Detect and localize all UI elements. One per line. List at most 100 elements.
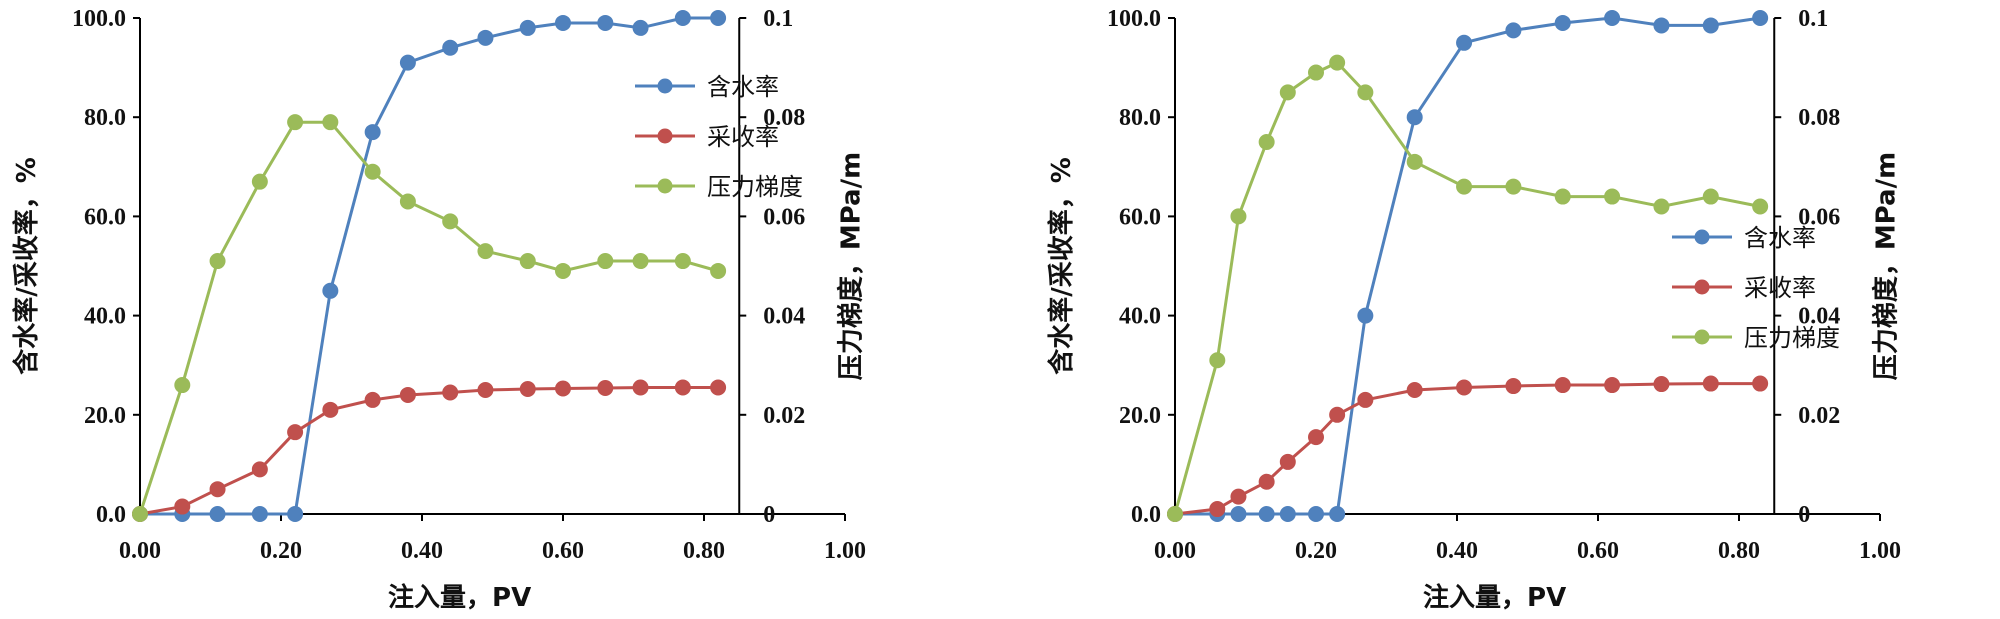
legend-marker: [657, 178, 673, 194]
data-point: [519, 19, 536, 36]
data-point: [555, 262, 571, 279]
data-point: [1230, 208, 1247, 225]
data-point: [1258, 134, 1275, 150]
data-point: [1279, 84, 1296, 101]
data-point: [477, 382, 494, 398]
data-point: [1357, 307, 1374, 324]
data-point: [322, 401, 339, 418]
series-line-2: [1174, 382, 1761, 516]
legend-label: 压力梯度: [1744, 324, 1840, 352]
y2-axis-label: 压力梯度，MPa/m: [1870, 152, 1901, 380]
data-point: [477, 29, 494, 46]
data-point: [287, 506, 304, 522]
data-point: [1604, 188, 1621, 205]
legend-label: 含水率: [707, 73, 779, 101]
data-point: [399, 193, 416, 210]
y-tick-label: 100.0: [1107, 6, 1161, 32]
legend-marker: [1694, 329, 1710, 345]
data-point: [322, 282, 339, 299]
y-tick-label: 40.0: [84, 304, 126, 330]
data-point: [1258, 506, 1275, 522]
y2-tick-label: 0: [1798, 502, 1810, 528]
series-line-1: [1175, 16, 1761, 516]
data-point: [1505, 22, 1522, 39]
y2-tick-label: 0.06: [763, 204, 805, 230]
data-point: [674, 10, 691, 26]
data-point: [1357, 391, 1374, 408]
data-point: [1329, 506, 1346, 522]
data-point: [287, 114, 304, 131]
data-point: [1604, 377, 1621, 394]
data-point: [1456, 379, 1473, 396]
data-point: [674, 253, 691, 270]
data-point: [632, 379, 649, 396]
data-point: [1279, 506, 1296, 522]
y2-tick-label: 0.1: [1798, 6, 1828, 32]
data-point: [399, 54, 416, 71]
x-tick-label: 0.80: [683, 538, 725, 564]
y2-tick-label: 0.1: [763, 6, 793, 32]
y2-tick-label: 0: [763, 502, 775, 528]
data-point: [597, 253, 614, 270]
data-point: [132, 506, 148, 522]
x-tick-label: 0.40: [401, 538, 443, 564]
data-point: [710, 262, 727, 279]
series-line-3: [138, 120, 719, 515]
y2-tick-label: 0.02: [763, 403, 805, 429]
data-point: [1554, 14, 1571, 31]
data-point: [1329, 406, 1346, 423]
data-point: [209, 506, 226, 522]
data-point: [1258, 473, 1275, 490]
data-point: [519, 381, 536, 398]
data-point: [1406, 382, 1423, 398]
data-point: [251, 461, 268, 478]
y2-tick-label: 0.04: [1798, 304, 1840, 330]
legend-marker: [657, 78, 673, 94]
series-line-1: [140, 16, 719, 516]
data-point: [209, 481, 226, 498]
data-point: [1653, 376, 1670, 393]
y-axis-label: 含水率/采收率，%: [11, 157, 42, 375]
series-line-2: [139, 386, 719, 516]
x-axis-label: 注入量，PV: [388, 582, 531, 613]
y-tick-label: 0.0: [96, 502, 126, 528]
data-point: [251, 506, 268, 522]
data-point: [1230, 506, 1247, 522]
data-point: [1406, 109, 1423, 126]
y-tick-label: 20.0: [84, 403, 126, 429]
chart-1: 0.00 0.20 0.40 0.60 0.80 1.000.020.040.060.08…: [11, 6, 866, 613]
legend-marker: [1694, 279, 1710, 295]
data-point: [1209, 352, 1226, 369]
x-tick-label: 0.80: [1718, 538, 1760, 564]
data-point: [597, 14, 614, 31]
data-point: [555, 380, 571, 397]
data-point: [209, 253, 226, 270]
legend-marker: [1694, 229, 1710, 245]
data-point: [364, 124, 381, 141]
data-point: [1554, 377, 1571, 394]
data-point: [1752, 198, 1769, 215]
data-point: [1279, 453, 1296, 470]
y-tick-label: 20.0: [1119, 403, 1161, 429]
data-point: [477, 243, 494, 260]
x-tick-label: 0.60: [542, 538, 584, 564]
data-point: [1653, 198, 1670, 215]
data-point: [1357, 84, 1374, 101]
data-point: [1308, 64, 1324, 81]
data-point: [1456, 178, 1473, 195]
data-point: [1308, 429, 1324, 446]
x-tick-label: 0.20: [1295, 538, 1337, 564]
data-point: [519, 253, 536, 270]
data-point: [555, 14, 571, 31]
legend-label: 采收率: [1744, 274, 1816, 302]
x-tick-label: 1.00: [824, 538, 866, 564]
data-point: [364, 391, 381, 408]
y2-tick-label: 0.06: [1798, 204, 1840, 230]
data-point: [442, 39, 459, 56]
y2-axis-label: 压力梯度，MPa/m: [835, 152, 866, 380]
legend-marker: [657, 128, 673, 144]
data-point: [1702, 17, 1719, 34]
x-tick-label: 0.00: [119, 538, 161, 564]
series-line-3: [1173, 60, 1761, 515]
